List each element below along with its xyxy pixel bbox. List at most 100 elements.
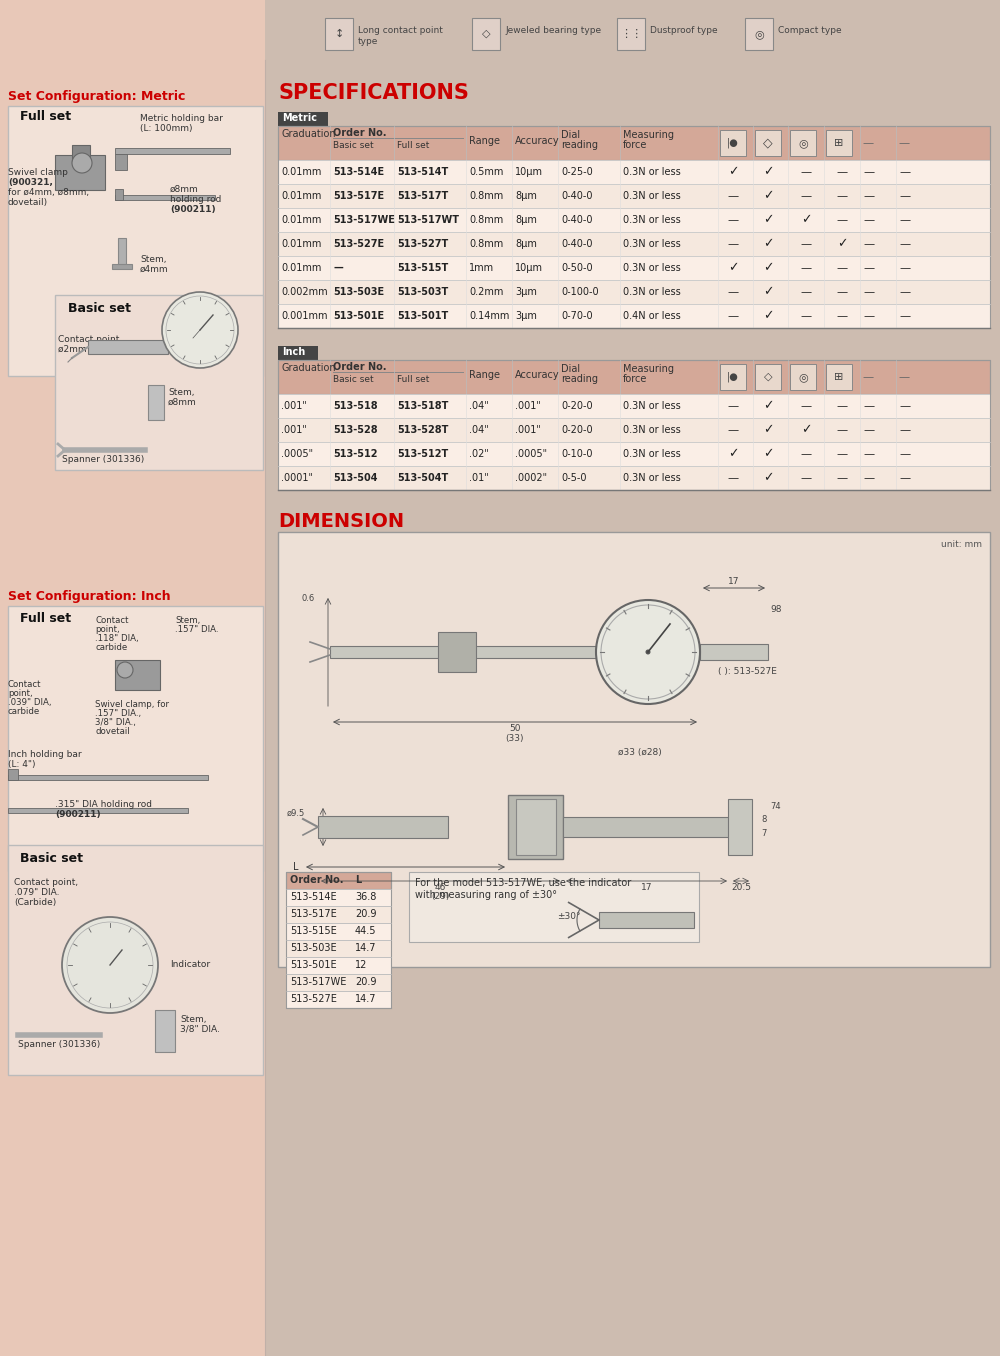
- Bar: [409, 872, 699, 942]
- Text: ø4mm: ø4mm: [140, 264, 169, 274]
- Text: (Carbide): (Carbide): [14, 898, 56, 907]
- Text: 0.3N or less: 0.3N or less: [623, 216, 681, 225]
- Bar: [325, 18, 353, 50]
- Bar: [790, 363, 816, 391]
- Text: (900321,: (900321,: [8, 178, 53, 187]
- Bar: [278, 532, 990, 967]
- Text: Full set: Full set: [20, 110, 71, 123]
- Bar: [278, 359, 990, 490]
- Bar: [0, 0, 265, 1356]
- Text: .0005": .0005": [515, 449, 547, 458]
- Circle shape: [646, 650, 650, 655]
- Text: Swivel clamp, for: Swivel clamp, for: [95, 700, 169, 709]
- Text: .001": .001": [281, 401, 307, 411]
- Bar: [8, 776, 208, 780]
- Text: 0-20-0: 0-20-0: [561, 424, 593, 435]
- Text: Set Configuration: Metric: Set Configuration: Metric: [8, 89, 185, 103]
- Text: 513-503T: 513-503T: [397, 287, 448, 297]
- Bar: [617, 18, 645, 50]
- Text: 12: 12: [355, 960, 367, 970]
- Text: 0-50-0: 0-50-0: [561, 263, 593, 273]
- Text: 513-515E: 513-515E: [290, 926, 337, 936]
- Bar: [330, 645, 596, 658]
- Text: ◎: ◎: [798, 372, 808, 382]
- Text: Metric holding bar: Metric holding bar: [140, 114, 223, 123]
- Text: 0.3N or less: 0.3N or less: [623, 191, 681, 201]
- Text: 20.9: 20.9: [355, 909, 376, 919]
- Text: 0.3N or less: 0.3N or less: [623, 263, 681, 273]
- Text: —: —: [800, 401, 812, 411]
- Text: 513-517T: 513-517T: [397, 191, 448, 201]
- Text: 46: 46: [435, 883, 446, 892]
- Text: ✓: ✓: [763, 400, 773, 412]
- Text: —: —: [863, 239, 875, 250]
- Text: (900211): (900211): [170, 205, 216, 214]
- Text: 513-501E: 513-501E: [290, 960, 337, 970]
- Bar: [755, 363, 781, 391]
- Text: —: —: [899, 191, 911, 201]
- Text: 0.01mm: 0.01mm: [281, 239, 321, 250]
- Text: 3/8" DIA.,: 3/8" DIA.,: [95, 717, 136, 727]
- Text: ⋮⋮: ⋮⋮: [620, 28, 642, 39]
- Text: 14.7: 14.7: [355, 994, 376, 1003]
- Text: —: —: [899, 424, 911, 435]
- Text: 17: 17: [641, 883, 652, 892]
- Circle shape: [62, 917, 158, 1013]
- Text: —: —: [899, 263, 911, 273]
- Text: Order No.: Order No.: [333, 127, 386, 138]
- Text: —: —: [863, 311, 875, 321]
- Text: ✓: ✓: [763, 262, 773, 274]
- Text: Basic set: Basic set: [68, 302, 131, 315]
- Text: 513-527E: 513-527E: [333, 239, 384, 250]
- Text: —: —: [727, 239, 739, 250]
- Bar: [55, 296, 263, 471]
- Text: —: —: [800, 239, 812, 250]
- Text: —: —: [863, 167, 875, 178]
- Text: Contact: Contact: [8, 679, 42, 689]
- Text: Accuracy: Accuracy: [515, 136, 560, 146]
- Text: unit: mm: unit: mm: [941, 540, 982, 549]
- Text: —: —: [899, 401, 911, 411]
- Text: 513-501E: 513-501E: [333, 311, 384, 321]
- Text: 513-527T: 513-527T: [397, 239, 448, 250]
- Text: ø33 (ø28): ø33 (ø28): [618, 749, 662, 757]
- Text: 0.3N or less: 0.3N or less: [623, 401, 681, 411]
- Text: Order No.: Order No.: [333, 362, 386, 372]
- Bar: [286, 872, 391, 890]
- Text: —: —: [727, 216, 739, 225]
- Bar: [72, 145, 90, 163]
- Bar: [118, 239, 126, 266]
- Text: 3/8" DIA.: 3/8" DIA.: [180, 1025, 220, 1035]
- Text: .157" DIA.,: .157" DIA.,: [95, 709, 141, 717]
- Bar: [278, 279, 990, 304]
- Text: Order No.: Order No.: [290, 875, 344, 885]
- Text: 0-40-0: 0-40-0: [561, 239, 592, 250]
- Bar: [563, 818, 730, 837]
- Text: holding rod: holding rod: [170, 195, 221, 203]
- Text: reading: reading: [561, 140, 598, 151]
- Bar: [286, 923, 391, 940]
- Text: Spanner (301336): Spanner (301336): [18, 1040, 100, 1050]
- Bar: [745, 18, 773, 50]
- Text: ( ): 513-527E: ( ): 513-527E: [718, 667, 777, 677]
- Text: ✓: ✓: [728, 447, 738, 461]
- Text: —: —: [836, 263, 848, 273]
- Text: .315" DIA holding rod: .315" DIA holding rod: [55, 800, 152, 810]
- Text: 3μm: 3μm: [515, 287, 537, 297]
- Text: —: —: [899, 239, 911, 250]
- Text: 98: 98: [770, 605, 782, 614]
- Text: Contact point,: Contact point,: [14, 877, 78, 887]
- Text: 513-514E: 513-514E: [333, 167, 384, 178]
- Text: ◇: ◇: [482, 28, 490, 39]
- Bar: [155, 1010, 175, 1052]
- Text: (L: 100mm): (L: 100mm): [140, 123, 192, 133]
- Text: —: —: [899, 473, 911, 483]
- Text: ⊞: ⊞: [834, 138, 844, 148]
- Bar: [755, 130, 781, 156]
- Text: .001": .001": [281, 424, 307, 435]
- Text: 0-20-0: 0-20-0: [561, 401, 593, 411]
- Bar: [115, 155, 127, 170]
- Text: 0-40-0: 0-40-0: [561, 191, 592, 201]
- Text: 0-100-0: 0-100-0: [561, 287, 599, 297]
- Bar: [278, 207, 990, 232]
